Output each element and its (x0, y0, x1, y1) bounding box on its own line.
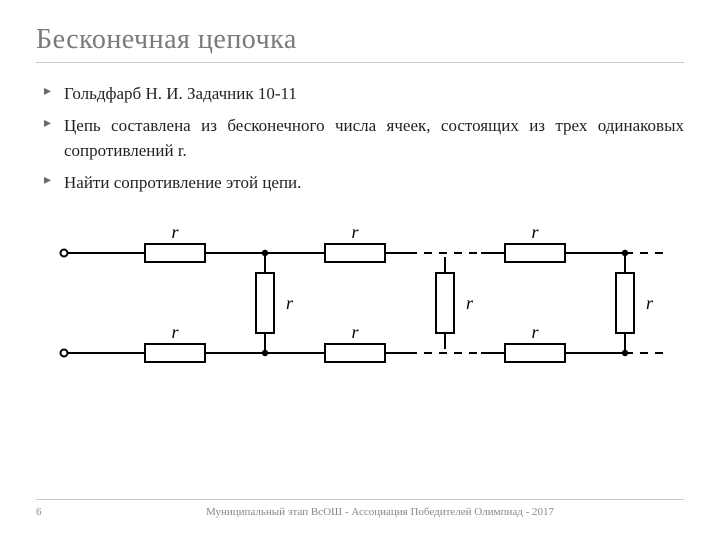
svg-text:r: r (286, 293, 294, 313)
list-item: Цепь составлена из бесконечного числа яч… (44, 113, 684, 164)
svg-text:r: r (351, 222, 359, 242)
page-title: Бесконечная цепочка (36, 24, 684, 56)
footer: 6 Муниципальный этап ВсОШ - Ассоциация П… (36, 499, 684, 518)
svg-text:r: r (171, 322, 179, 342)
svg-text:r: r (171, 222, 179, 242)
circuit-svg: r r r r r r r r r (50, 213, 670, 393)
list-item: Гольдфарб Н. И. Задачник 10-11 (44, 81, 684, 107)
bullet-list: Гольдфарб Н. И. Задачник 10-11 Цепь сост… (36, 81, 684, 195)
circuit-diagram: r r r r r r r r r (36, 213, 684, 393)
page-number: 6 (36, 506, 76, 518)
svg-text:r: r (531, 322, 539, 342)
svg-text:r: r (466, 293, 474, 313)
svg-text:r: r (646, 293, 654, 313)
svg-text:r: r (531, 222, 539, 242)
svg-text:r: r (351, 322, 359, 342)
title-rule (36, 62, 684, 63)
footer-text: Муниципальный этап ВсОШ - Ассоциация Поб… (76, 506, 684, 518)
list-item: Найти сопротивление этой цепи. (44, 170, 684, 196)
